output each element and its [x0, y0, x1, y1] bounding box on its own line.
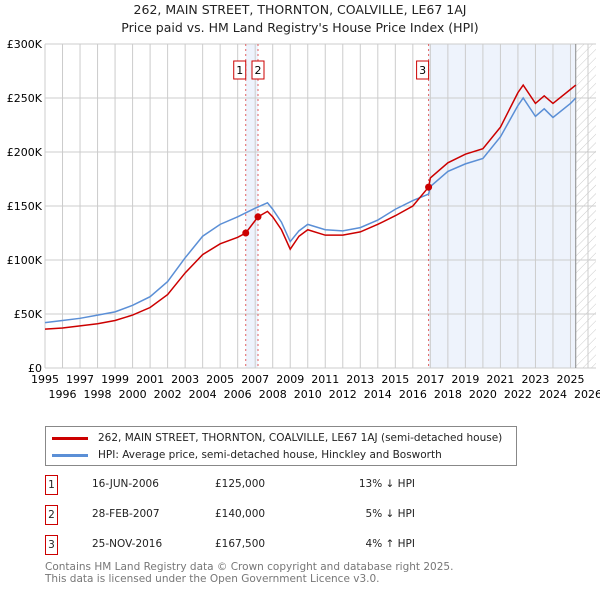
sale-label-box — [416, 60, 430, 80]
x-tick-label: 2019 — [451, 373, 479, 386]
price-line — [44, 83, 577, 330]
x-tick-label: 2011 — [311, 373, 339, 386]
chart-title: 262, MAIN STREET, THORNTON, COALVILLE, L… — [133, 2, 467, 17]
legend-swatch-blue — [52, 453, 88, 457]
legend: 262, MAIN STREET, THORNTON, COALVILLE, L… — [45, 426, 517, 466]
x-tick-label: 2018 — [434, 388, 462, 401]
x-tick-label: 2002 — [154, 388, 182, 401]
sale-hpi-diff: 4% ↑ HPI — [365, 538, 415, 550]
footer: Contains HM Land Registry data © Crown c… — [45, 561, 453, 585]
y-tick-label: £300K — [7, 38, 43, 51]
x-tick-label: 2016 — [399, 388, 427, 401]
x-tick-label: 2014 — [364, 388, 392, 401]
x-tick-label: 2008 — [259, 388, 287, 401]
sale-number: 2 — [45, 505, 58, 525]
x-tick-label: 1999 — [101, 373, 129, 386]
sale-label: 1 — [236, 64, 243, 77]
y-tick-label: £200K — [7, 146, 43, 159]
footer-line: Contains HM Land Registry data © Crown c… — [45, 561, 454, 573]
sale-date: 25-NOV-2016 — [92, 538, 163, 550]
x-tick-label: 2009 — [276, 373, 304, 386]
x-tick-label: 2017 — [416, 373, 444, 386]
sale-price: £125,000 — [215, 478, 266, 490]
x-tick-label: 1995 — [31, 373, 59, 386]
x-tick-label: 2006 — [224, 388, 252, 401]
x-tick-label: 2005 — [206, 373, 234, 386]
sale-number: 3 — [45, 535, 58, 555]
x-tick-label: 1996 — [49, 388, 77, 401]
x-tick-label: 2021 — [486, 373, 514, 386]
y-tick-label: £100K — [7, 254, 43, 267]
x-tick-label: 2007 — [241, 373, 269, 386]
x-tick-label: 2010 — [294, 388, 322, 401]
sale-label: 3 — [419, 64, 426, 77]
footer-line: This data is licensed under the Open Gov… — [45, 573, 380, 585]
sale-number: 1 — [45, 475, 58, 495]
x-tick-label: 2026 — [574, 388, 600, 401]
x-tick-label: 2024 — [539, 388, 567, 401]
legend-label-property: 262, MAIN STREET, THORNTON, COALVILLE, L… — [98, 432, 503, 444]
sale-row: 3 25-NOV-2016 £167,500 4% ↑ HPI — [45, 535, 445, 555]
x-tick-label: 2025 — [556, 373, 584, 386]
y-tick-label: £50K — [14, 308, 43, 321]
sale-hpi-diff: 5% ↓ HPI — [365, 508, 415, 520]
y-tick-label: £150K — [7, 200, 43, 213]
sale-row: 1 16-JUN-2006 £125,000 13% ↓ HPI — [45, 475, 445, 495]
x-tick-label: 2022 — [504, 388, 532, 401]
sale-row: 2 28-FEB-2007 £140,000 5% ↓ HPI — [45, 505, 445, 525]
y-tick-label: £0 — [28, 362, 42, 375]
x-tick-label: 2001 — [136, 373, 164, 386]
x-tick-label: 2003 — [171, 373, 199, 386]
x-tick-label: 2012 — [329, 388, 357, 401]
plot-area: 1995 1996 1997 1998 1999 2000 2001 2002 2003 2004… — [7, 38, 600, 401]
x-tick-label: 2020 — [469, 388, 497, 401]
sale-price: £167,500 — [215, 538, 266, 550]
hpi-line — [44, 96, 577, 324]
x-tick-label: 2000 — [119, 388, 147, 401]
legend-label-hpi: HPI: Average price, semi-detached house,… — [98, 449, 442, 461]
x-tick-label: 1997 — [66, 373, 94, 386]
x-tick-label: 1998 — [84, 388, 112, 401]
x-tick-label: 2013 — [346, 373, 374, 386]
sale-label: 2 — [254, 64, 261, 77]
y-tick-label: £250K — [7, 92, 43, 105]
sale-date: 28-FEB-2007 — [92, 508, 160, 520]
sale-point — [242, 229, 250, 237]
sale-point — [254, 213, 262, 221]
x-tick-label: 2015 — [381, 373, 409, 386]
sale-point — [425, 183, 433, 191]
sale-hpi-diff: 13% ↓ HPI — [358, 478, 415, 490]
sale-label-box — [233, 60, 247, 80]
legend-swatch-red — [52, 436, 88, 440]
x-tick-label: 2004 — [189, 388, 217, 401]
sale-date: 16-JUN-2006 — [92, 478, 159, 490]
chart-subtitle: Price paid vs. HM Land Registry's House … — [121, 20, 479, 35]
sale-label-box — [251, 60, 265, 80]
x-tick-label: 2023 — [521, 373, 549, 386]
sale-price: £140,000 — [215, 508, 266, 520]
